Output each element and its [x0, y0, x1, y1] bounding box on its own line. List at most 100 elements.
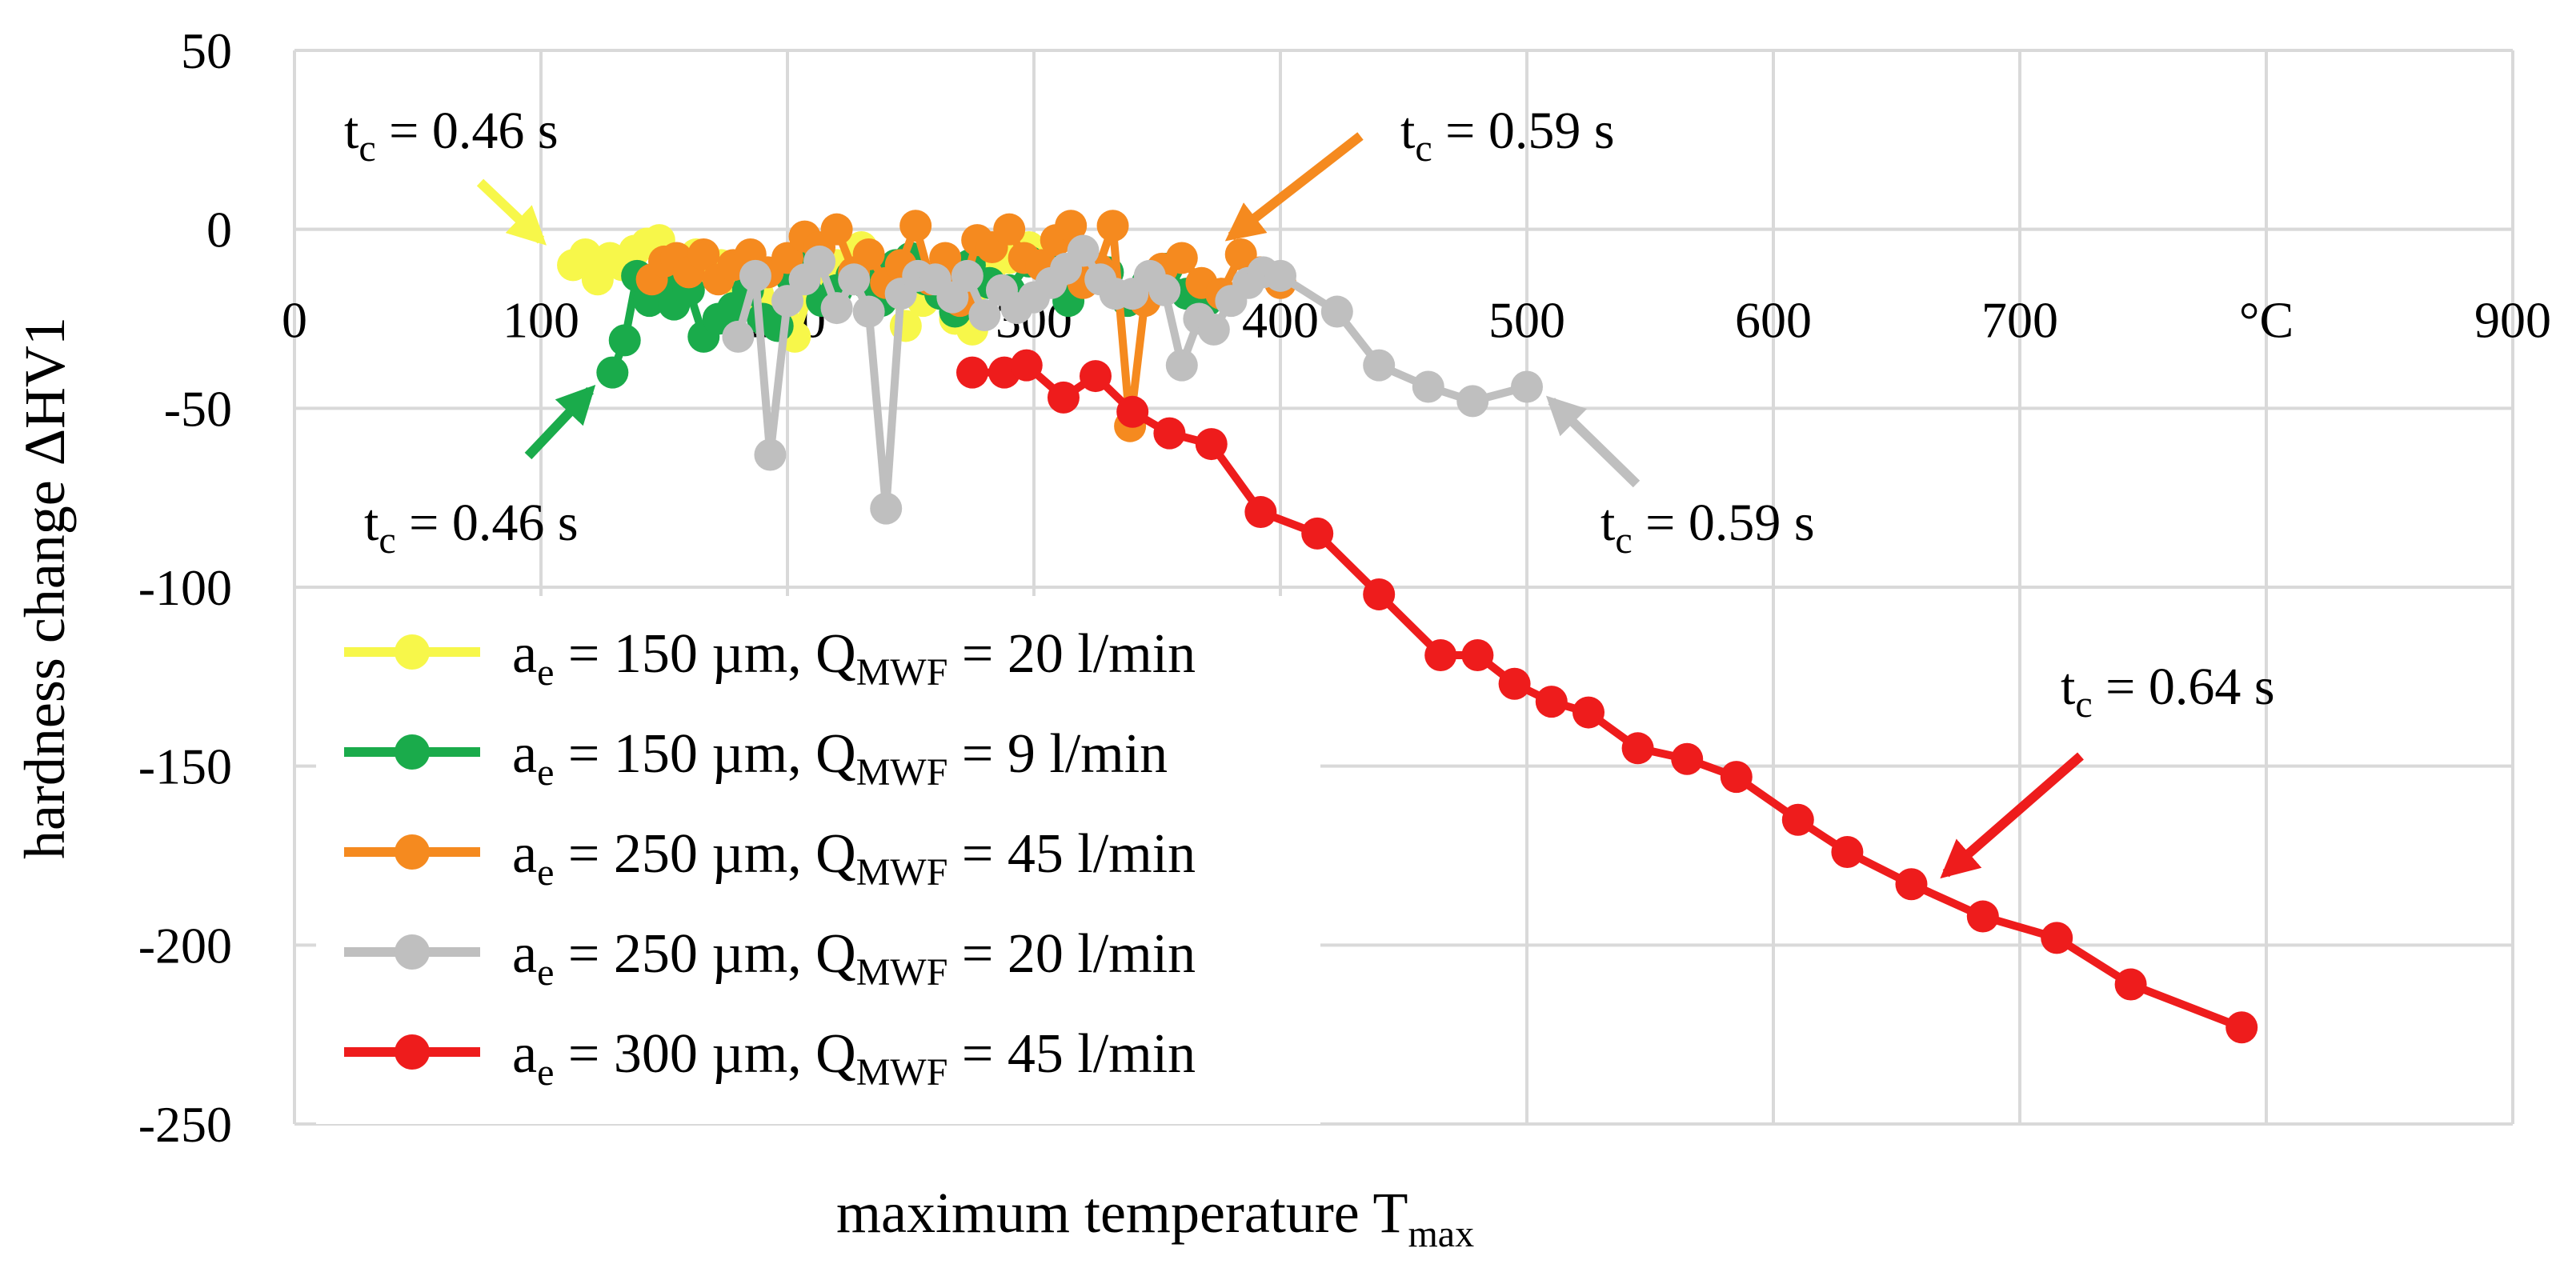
- data-point: [1165, 349, 1198, 382]
- data-point: [899, 210, 932, 242]
- data-point: [1195, 428, 1228, 461]
- x-tick-label: °C: [2239, 292, 2294, 349]
- y-tick-label: 0: [206, 202, 232, 258]
- data-point: [838, 263, 871, 296]
- data-point: [1010, 349, 1043, 382]
- data-point: [1055, 210, 1088, 242]
- annotation-arrow: [476, 178, 547, 246]
- legend-item: ae = 150 µm, QMWF = 20 l/min: [344, 623, 1196, 694]
- data-point: [1572, 696, 1604, 729]
- y-tick-label: -150: [138, 738, 232, 795]
- legend-label: ae = 300 µm, QMWF = 45 l/min: [512, 1023, 1196, 1094]
- data-point: [1498, 667, 1531, 700]
- data-point: [1197, 313, 1230, 346]
- data-point: [1363, 578, 1396, 610]
- data-point: [968, 299, 1001, 332]
- data-point: [2225, 1011, 2258, 1044]
- annotation-label: tc = 0.59 s: [1400, 102, 1615, 170]
- x-tick-label: 400: [1242, 292, 1319, 349]
- data-point: [870, 492, 903, 525]
- data-point: [2041, 922, 2073, 954]
- legend-label: ae = 150 µm, QMWF = 9 l/min: [512, 723, 1168, 794]
- legend-swatch-marker: [395, 834, 430, 870]
- legend-swatch-marker: [395, 634, 430, 670]
- annotation-label: tc = 0.46 s: [344, 102, 559, 170]
- data-point: [1831, 836, 1864, 869]
- data-point: [1264, 259, 1296, 292]
- data-point: [1153, 417, 1186, 450]
- data-point: [754, 438, 787, 471]
- annotation-label: tc = 0.64 s: [2061, 658, 2275, 726]
- x-tick-label: 0: [282, 292, 307, 349]
- data-point: [956, 356, 988, 389]
- data-point: [771, 242, 803, 274]
- x-tick-label: 600: [1735, 292, 1812, 349]
- data-point: [1301, 517, 1334, 550]
- series-4: [722, 234, 1543, 525]
- data-point: [951, 259, 984, 292]
- legend-item: ae = 300 µm, QMWF = 45 l/min: [344, 1023, 1196, 1094]
- data-point: [803, 245, 836, 278]
- data-point: [608, 324, 641, 357]
- legend-item: ae = 150 µm, QMWF = 9 l/min: [344, 723, 1168, 794]
- data-point: [1412, 370, 1444, 403]
- annotation-arrow: [1940, 752, 2084, 879]
- y-tick-label: -100: [138, 559, 232, 616]
- x-tick-label: 900: [2474, 292, 2551, 349]
- data-point: [1671, 742, 1704, 775]
- legend-item: ae = 250 µm, QMWF = 20 l/min: [344, 923, 1196, 994]
- data-point: [1067, 234, 1100, 267]
- data-point: [820, 213, 853, 246]
- y-tick-label: -200: [138, 917, 232, 974]
- annotation-arrow: [524, 384, 596, 460]
- data-point: [1080, 360, 1112, 393]
- annotation-label: tc = 0.46 s: [364, 494, 579, 562]
- legend-swatch-marker: [395, 1034, 430, 1070]
- data-point: [1535, 686, 1568, 718]
- legend-item: ae = 250 µm, QMWF = 45 l/min: [344, 823, 1196, 894]
- data-point: [687, 238, 720, 270]
- data-point: [993, 213, 1026, 246]
- annotation-arrow: [1224, 132, 1364, 242]
- data-point: [1424, 638, 1457, 671]
- data-point: [722, 320, 755, 353]
- data-point: [852, 295, 885, 328]
- data-point: [739, 259, 771, 292]
- legend-box: [316, 596, 1320, 1124]
- y-tick-label: -50: [164, 380, 232, 437]
- y-tick-label: -250: [138, 1096, 232, 1153]
- series-layer: [557, 210, 2258, 1044]
- data-point: [1781, 803, 1814, 836]
- data-point: [596, 356, 629, 389]
- legend-label: ae = 250 µm, QMWF = 20 l/min: [512, 923, 1196, 994]
- legend-swatch-marker: [395, 734, 430, 770]
- data-point: [1165, 242, 1198, 274]
- y-axis-title: hardness change ΔHV1: [13, 317, 77, 859]
- data-point: [852, 238, 885, 270]
- data-point: [820, 292, 853, 325]
- legend-label: ae = 150 µm, QMWF = 20 l/min: [512, 623, 1196, 694]
- data-point: [1244, 496, 1277, 529]
- x-tick-label: 700: [1981, 292, 2058, 349]
- data-point: [1895, 868, 1928, 901]
- annotations: tc = 0.46 s tc = 0.46 s tc = 0.59 s tc = 0.…: [344, 102, 2275, 879]
- data-point: [1320, 295, 1353, 328]
- annotation-arrow: [1545, 395, 1641, 488]
- data-point: [1096, 210, 1129, 242]
- data-point: [1047, 381, 1080, 414]
- x-axis-title: maximum temperature Tmax: [836, 1181, 1474, 1255]
- legend-swatch-marker: [395, 934, 430, 970]
- legend-label: ae = 250 µm, QMWF = 45 l/min: [512, 823, 1196, 894]
- y-tick-label: 50: [181, 22, 232, 79]
- data-point: [569, 238, 602, 270]
- legend: ae = 150 µm, QMWF = 20 l/min ae = 150 µm,…: [316, 596, 1320, 1124]
- data-point: [1148, 274, 1181, 306]
- series-5: [956, 349, 2258, 1044]
- data-point: [2114, 968, 2147, 1001]
- data-point: [1456, 385, 1489, 418]
- data-point: [1461, 638, 1494, 671]
- data-point: [1363, 349, 1396, 382]
- data-point: [1511, 370, 1543, 403]
- data-point: [1966, 900, 1999, 933]
